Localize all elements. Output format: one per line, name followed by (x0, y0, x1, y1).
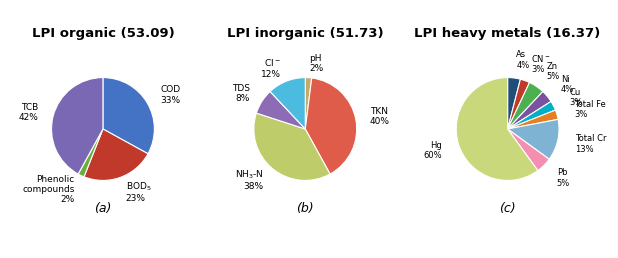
Text: Total Cr
13%: Total Cr 13% (575, 134, 607, 154)
Wedge shape (507, 129, 549, 171)
Text: As
4%: As 4% (516, 50, 530, 70)
Wedge shape (103, 78, 154, 154)
Wedge shape (507, 101, 556, 129)
Wedge shape (507, 110, 558, 129)
Wedge shape (456, 78, 538, 180)
Text: BOD$_5$
23%: BOD$_5$ 23% (125, 180, 151, 203)
Wedge shape (305, 78, 311, 129)
Wedge shape (507, 83, 543, 129)
Text: Ni
4%: Ni 4% (561, 75, 574, 94)
Wedge shape (270, 78, 305, 129)
Wedge shape (51, 78, 103, 174)
Text: (c): (c) (499, 202, 516, 215)
Text: Phenolic
compounds
2%: Phenolic compounds 2% (22, 175, 75, 204)
Wedge shape (84, 129, 148, 180)
Text: NH$_3$-N
38%: NH$_3$-N 38% (235, 168, 263, 191)
Wedge shape (507, 119, 559, 159)
Text: TKN
40%: TKN 40% (370, 107, 390, 126)
Text: TDS
8%: TDS 8% (232, 84, 250, 103)
Title: LPI organic (53.09): LPI organic (53.09) (32, 27, 174, 41)
Text: CN$^-$
3%: CN$^-$ 3% (531, 53, 551, 74)
Text: Total Fe
3%: Total Fe 3% (574, 100, 606, 119)
Wedge shape (305, 78, 357, 174)
Text: (a): (a) (95, 202, 112, 215)
Wedge shape (256, 92, 305, 129)
Text: Pb
5%: Pb 5% (557, 168, 570, 188)
Wedge shape (507, 79, 530, 129)
Text: Hg
60%: Hg 60% (423, 141, 442, 160)
Text: (b): (b) (297, 202, 314, 215)
Wedge shape (507, 78, 520, 129)
Title: LPI inorganic (51.73): LPI inorganic (51.73) (227, 27, 384, 41)
Wedge shape (78, 129, 103, 177)
Text: Cu
3%: Cu 3% (569, 88, 583, 107)
Text: COD
33%: COD 33% (161, 85, 180, 105)
Text: Zn
5%: Zn 5% (547, 62, 560, 81)
Wedge shape (254, 113, 330, 180)
Text: TCB
42%: TCB 42% (19, 103, 38, 122)
Title: LPI heavy metals (16.37): LPI heavy metals (16.37) (415, 27, 601, 41)
Wedge shape (507, 92, 551, 129)
Text: pH
2%: pH 2% (310, 54, 324, 73)
Text: Cl$^-$
12%: Cl$^-$ 12% (261, 57, 281, 78)
